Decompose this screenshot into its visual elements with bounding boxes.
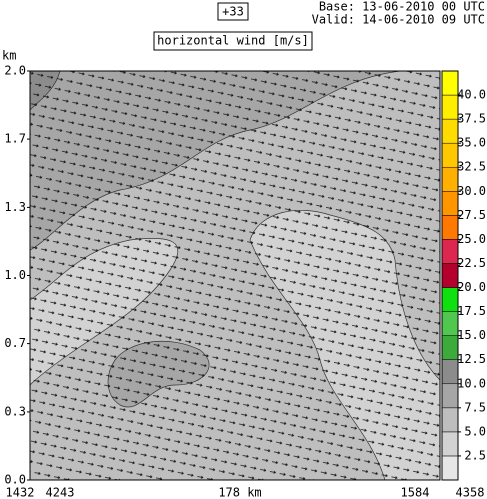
colorbar-segment <box>441 191 459 216</box>
chart-title: horizontal wind [m/s] <box>157 34 309 48</box>
y-tick-label: 0.0 <box>4 473 26 487</box>
x-label: 4358 <box>456 486 485 499</box>
colorbar-segment <box>441 287 459 312</box>
colorbar-label: 32.5 <box>457 160 486 174</box>
colorbar-label: 12.5 <box>457 352 486 366</box>
y-axis-label: km <box>2 49 16 63</box>
colorbar-segment <box>441 383 459 409</box>
colorbar-segment <box>441 263 459 288</box>
x-label: 178 km <box>218 486 261 499</box>
x-label: 1584 <box>401 486 430 499</box>
colorbar-label: 22.5 <box>457 256 486 270</box>
colorbar-label: 17.5 <box>457 304 486 318</box>
colorbar-label: 2.5 <box>464 448 486 462</box>
forecast: +33 <box>222 5 244 19</box>
y-tick-label: 1.7 <box>4 132 26 146</box>
colorbar-segment <box>441 335 459 360</box>
colorbar-label: 5.0 <box>464 424 486 438</box>
colorbar-label: 25.0 <box>457 232 486 246</box>
colorbar-segment <box>441 407 459 433</box>
colorbar-segment <box>441 94 459 120</box>
colorbar-segment <box>441 70 459 96</box>
colorbar-frame <box>441 70 459 481</box>
colorbar-segment <box>441 239 459 264</box>
colorbar-label: 30.0 <box>457 184 486 198</box>
colorbar-segment <box>441 431 459 457</box>
y-tick-label: 0.3 <box>4 404 26 418</box>
colorbar-label: 27.5 <box>457 208 486 222</box>
colorbar-label: 15.0 <box>457 328 486 342</box>
colorbar-label: 37.5 <box>457 112 486 126</box>
y-tick-label: 1.0 <box>4 268 26 282</box>
valid-time: Valid: 14-06-2010 09 UTC <box>312 13 485 27</box>
y-tick-label: 1.3 <box>4 200 26 214</box>
colorbar-label: 20.0 <box>457 280 486 294</box>
title-box <box>153 31 313 51</box>
y-tick-label: 0.7 <box>4 336 26 350</box>
colorbar-label: 7.5 <box>464 400 486 414</box>
x-label: 4243 <box>46 486 75 499</box>
colorbar-segment <box>441 166 459 192</box>
colorbar-label: 35.0 <box>457 136 486 150</box>
forecast-box <box>217 2 249 21</box>
plot-area <box>30 71 440 480</box>
colorbar-segment <box>441 215 459 240</box>
y-tick-label: 2.0 <box>4 64 26 78</box>
colorbar-label: 10.0 <box>457 376 486 390</box>
colorbar-segment <box>441 118 459 144</box>
colorbar-segment <box>441 142 459 168</box>
colorbar-segment <box>441 455 459 481</box>
colorbar-segment <box>441 359 459 385</box>
base-time: Base: 13-06-2010 00 UTC <box>319 0 485 14</box>
x-label: 1432 <box>6 486 35 499</box>
colorbar-label: 40.0 <box>457 88 486 102</box>
colorbar-segment <box>441 311 459 336</box>
wind-arrows <box>30 71 440 480</box>
